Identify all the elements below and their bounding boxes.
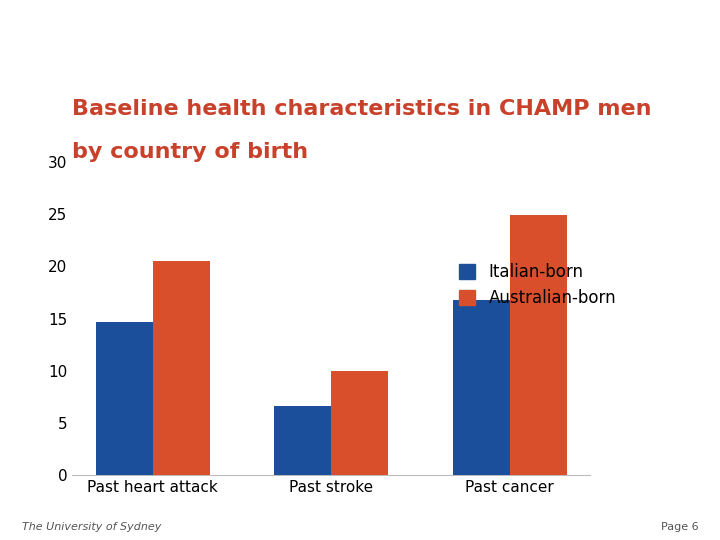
Bar xyxy=(331,371,388,475)
Text: The University of Sydney: The University of Sydney xyxy=(22,522,161,532)
Text: by country of birth: by country of birth xyxy=(72,142,308,162)
Bar xyxy=(96,322,153,475)
Bar xyxy=(274,406,331,475)
Text: Baseline health characteristics in CHAMP men: Baseline health characteristics in CHAMP… xyxy=(72,99,652,119)
Text: Page 6: Page 6 xyxy=(661,522,698,532)
Legend: Italian-born, Australian-born: Italian-born, Australian-born xyxy=(454,258,621,312)
Bar xyxy=(453,300,510,475)
Bar xyxy=(153,261,210,475)
Bar xyxy=(510,215,567,475)
